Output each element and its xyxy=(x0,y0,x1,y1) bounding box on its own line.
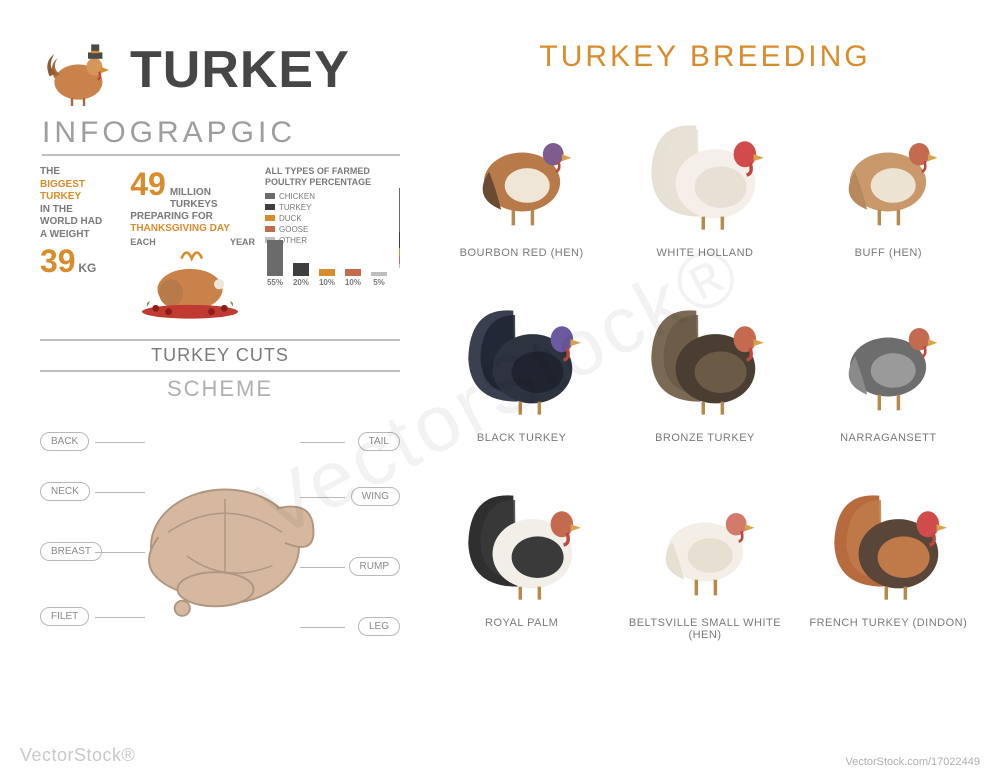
roast-turkey-icon xyxy=(130,251,250,321)
main-title: TURKEY xyxy=(130,40,350,100)
bar: 55% xyxy=(265,240,285,287)
cuts-subtitle: SCHEME xyxy=(40,376,400,402)
breed-bronze-turkey: BRONZE TURKEY xyxy=(623,289,786,444)
bar: 5% xyxy=(369,272,389,287)
breed-beltsville-small-white-hen-: BELTSVILLE SMALL WHITE (HEN) xyxy=(623,474,786,641)
pilgrim-turkey-icon xyxy=(40,30,120,110)
cuts-title: TURKEY CUTS xyxy=(40,339,400,372)
breed-narragansett: NARRAGANSETT xyxy=(807,289,970,444)
stat-biggest-weight: THE BIGGEST TURKEY IN THE WORLD HAD A WE… xyxy=(40,166,120,321)
breed-french-turkey-dindon-: FRENCH TURKEY (DINDON) xyxy=(807,474,970,641)
stat-thanksgiving: 49 MILLION TURKEYS PREPARING FOR THANKSG… xyxy=(130,166,255,321)
bar: 10% xyxy=(317,269,337,287)
poultry-percentage-chart: ALL TYPES OF FARMED POULTRY PERCENTAGE C… xyxy=(265,166,400,321)
breed-buff-hen-: BUFF (HEN) xyxy=(807,104,970,259)
cut-label-rump: RUMP xyxy=(349,557,400,576)
breed-white-holland: WHITE HOLLAND xyxy=(623,104,786,259)
subtitle: INFOGRAPGIC xyxy=(42,116,400,156)
legend-item: GOOSE xyxy=(265,225,389,234)
breed-bourbon-red-hen-: BOURBON RED (HEN) xyxy=(440,104,603,259)
stacked-bar xyxy=(399,188,400,268)
cut-label-neck: NECK xyxy=(40,482,90,501)
right-panel: TURKEY BREEDING BOURBON RED (HEN) WHITE … xyxy=(420,0,1000,780)
watermark-id: VectorStock.com/17022449 xyxy=(839,754,986,770)
cuts-diagram: BACK NECK BREAST FILET TAIL WING RUMP LEG xyxy=(40,412,400,672)
watermark-text: VectorStock® xyxy=(20,745,135,766)
cut-label-breast: BREAST xyxy=(40,542,102,561)
cut-label-back: BACK xyxy=(40,432,89,451)
bar: 10% xyxy=(343,269,363,287)
left-panel: TURKEY INFOGRAPGIC THE BIGGEST TURKEY IN… xyxy=(0,0,420,780)
breeding-title: TURKEY BREEDING xyxy=(440,40,970,74)
cut-label-filet: FILET xyxy=(40,607,89,626)
turkey-cuts-icon xyxy=(130,442,320,632)
legend-item: CHICKEN xyxy=(265,192,389,201)
legend-item: TURKEY xyxy=(265,203,389,212)
title-row: TURKEY xyxy=(40,30,400,110)
cut-label-leg: LEG xyxy=(358,617,400,636)
cut-label-wing: WING xyxy=(351,487,400,506)
breed-grid: BOURBON RED (HEN) WHITE HOLLAND BUFF (HE… xyxy=(440,104,970,641)
cut-label-tail: TAIL xyxy=(358,432,400,451)
stats-row: THE BIGGEST TURKEY IN THE WORLD HAD A WE… xyxy=(40,166,400,321)
bar: 20% xyxy=(291,263,311,287)
breed-royal-palm: ROYAL PALM xyxy=(440,474,603,641)
legend-item: DUCK xyxy=(265,214,389,223)
breed-black-turkey: BLACK TURKEY xyxy=(440,289,603,444)
